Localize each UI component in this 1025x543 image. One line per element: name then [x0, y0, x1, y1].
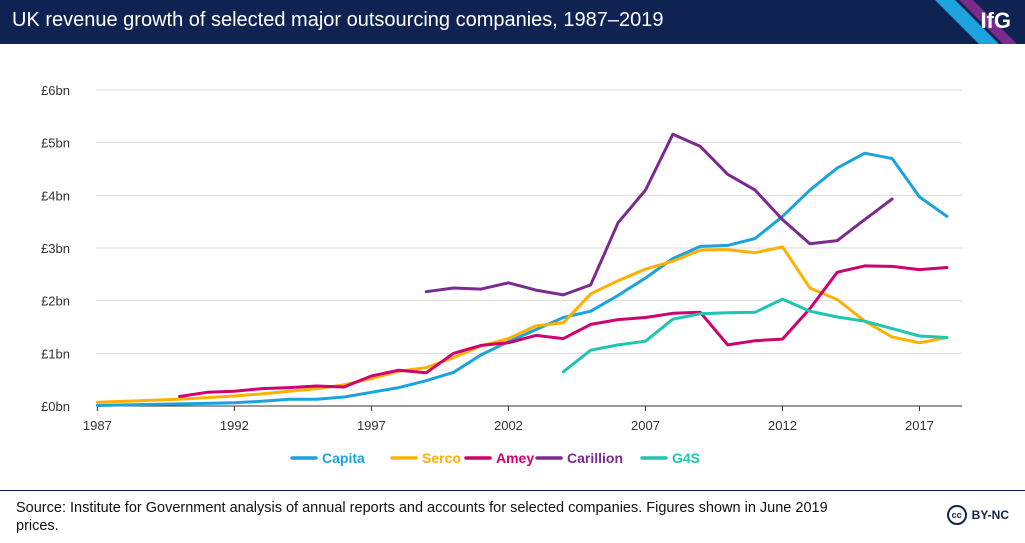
x-tick-label: 1987 [83, 418, 112, 433]
legend-label: G4S [672, 450, 700, 466]
x-axis-ticks: 1987 1992 1997 2002 2007 2012 2017 [83, 406, 934, 433]
series-line-amey [178, 264, 949, 398]
source-note: Source: Institute for Government analysi… [16, 500, 828, 534]
header-bar: UK revenue growth of selected major outs… [0, 0, 1025, 44]
x-tick-label: 2012 [768, 418, 797, 433]
chart-title: UK revenue growth of selected major outs… [12, 9, 664, 31]
x-tick-label: 2007 [631, 418, 660, 433]
x-tick-label: 1992 [220, 418, 249, 433]
series-line-serco [95, 245, 949, 404]
series-line-capita [95, 151, 949, 407]
line-chart: £0bn £1bn £2bn £3bn £4bn £5bn £6bn 1987 1992 199… [41, 83, 962, 466]
y-tick-label: £6bn [41, 83, 70, 98]
y-tick-label: £0bn [41, 399, 70, 414]
x-tick-label: 2002 [494, 418, 523, 433]
y-tick-label: £4bn [41, 188, 70, 203]
legend-label: Amey [496, 450, 534, 466]
y-tick-label: £1bn [41, 346, 70, 361]
series-line-carillion [424, 132, 894, 297]
legend: Capita Serco Amey Carillion G4S [290, 450, 700, 466]
x-tick-label: 2017 [905, 418, 934, 433]
y-tick-label: £5bn [41, 136, 70, 151]
license-badge: cc BY-NC [946, 505, 1009, 525]
legend-label: Serco [422, 450, 461, 466]
x-tick-label: 1997 [357, 418, 386, 433]
creative-commons-icon: cc [946, 505, 967, 525]
gridlines [96, 89, 962, 407]
footer-divider [0, 490, 1025, 491]
y-tick-label: £2bn [41, 294, 70, 309]
ifg-logo: IfG [980, 8, 1011, 33]
license-label: BY-NC [971, 508, 1009, 522]
series-line-g4s [561, 297, 949, 374]
y-axis-ticks: £0bn £1bn £2bn £3bn £4bn £5bn £6bn [41, 83, 70, 414]
legend-label: Carillion [567, 450, 623, 466]
y-tick-label: £3bn [41, 241, 70, 256]
logo-stripes-icon [935, 0, 1017, 44]
chart-area: £0bn £1bn £2bn £3bn £4bn £5bn £6bn 1987 1992 199… [0, 44, 1025, 486]
legend-label: Capita [322, 450, 365, 466]
series-lines [95, 132, 949, 407]
